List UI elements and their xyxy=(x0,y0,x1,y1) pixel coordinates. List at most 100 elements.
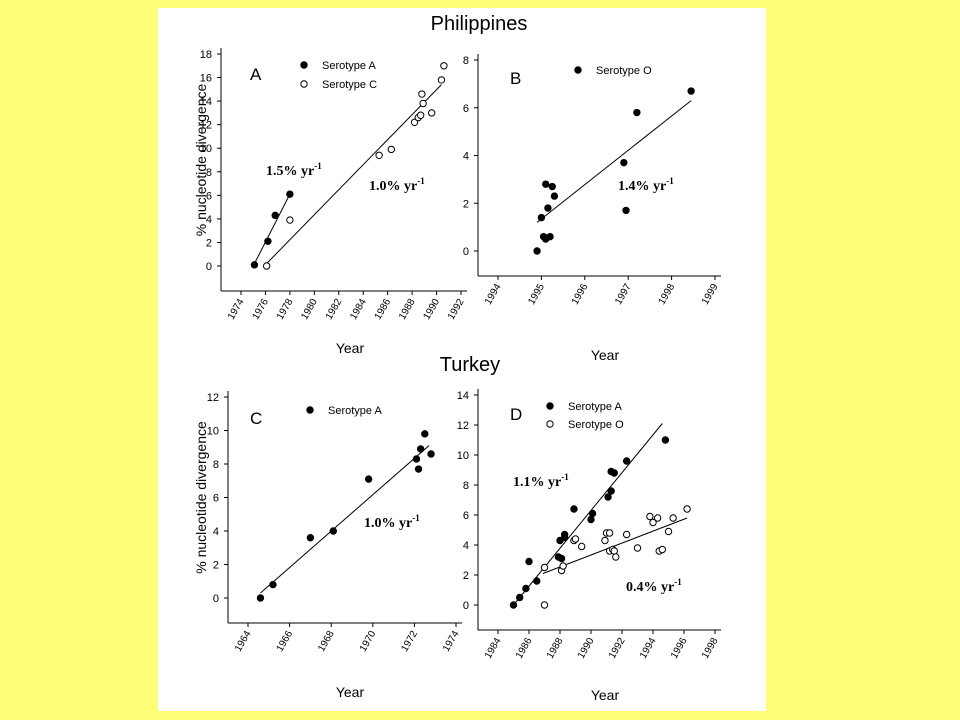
data-point-open xyxy=(540,601,549,609)
data-point-filled xyxy=(416,445,425,453)
data-point-filled xyxy=(542,235,550,243)
x-tick-label: 1966 xyxy=(275,629,296,654)
data-point-filled xyxy=(557,554,566,563)
x-tick-label: 1986 xyxy=(514,636,535,661)
data-point-open xyxy=(612,553,620,561)
data-point-open xyxy=(440,62,448,70)
x-tick-label: 1998 xyxy=(700,636,721,661)
data-point-filled xyxy=(622,457,631,465)
data-point-filled xyxy=(264,237,272,245)
x-tick-label: 1995 xyxy=(526,282,547,307)
x-tick-label: 1972 xyxy=(399,629,420,654)
y-tick-label: 4 xyxy=(463,540,469,552)
rate-label: 1.5% yr-1 xyxy=(266,161,322,179)
y-tick-label: 0 xyxy=(213,593,219,605)
y-tick-label: 4 xyxy=(213,526,219,538)
chart-c: 0 2 4 6 8 10 12 1964 1966 1968 1970 1972 1974 Year % n… xyxy=(193,391,462,700)
x-axis-title: Year xyxy=(336,340,365,356)
x-tick-label: 1968 xyxy=(316,629,337,654)
rate-label-exponent: -1 xyxy=(674,577,682,587)
legend-marker xyxy=(300,61,308,69)
x-tick-label: 1970 xyxy=(358,629,379,654)
data-point-open xyxy=(416,111,425,119)
data-point-open xyxy=(262,262,271,270)
y-tick-label: 8 xyxy=(213,459,219,471)
data-point-filled xyxy=(533,247,541,255)
y-axis-title: % nucleotide divergence xyxy=(193,421,209,574)
y-tick-label: 2 xyxy=(463,570,469,582)
x-tick-label: 1992 xyxy=(446,297,467,322)
y-tick-label: 8 xyxy=(206,167,212,179)
y-tick-label: 0 xyxy=(463,246,469,258)
chart-d: 0 2 4 6 8 10 12 14 1984 1986 1988 1990 1992 1994 1996 1… xyxy=(457,389,721,703)
y-tick-label: 12 xyxy=(200,120,212,132)
data-point-open xyxy=(571,535,580,543)
x-axis-title: Year xyxy=(591,687,620,703)
data-point-open xyxy=(559,562,567,570)
x-tick-label: 1974 xyxy=(441,629,462,654)
y-tick-label: 8 xyxy=(463,55,469,67)
rate-label-exponent: -1 xyxy=(412,513,420,523)
data-point-filled xyxy=(306,534,315,542)
data-point-open xyxy=(387,145,396,154)
x-tick-label: 1996 xyxy=(570,282,591,307)
x-axis-title: Year xyxy=(336,684,365,700)
x-tick-label: 1978 xyxy=(275,297,296,322)
x-tick-label: 1994 xyxy=(638,636,659,661)
x-tick-label: 1986 xyxy=(373,297,394,322)
legend-label: Serotype A xyxy=(568,401,622,413)
data-point-filled xyxy=(286,190,294,198)
trend-line xyxy=(260,445,430,594)
data-point-filled xyxy=(610,469,618,477)
data-point-filled xyxy=(269,580,277,589)
rate-label: 1.0% yr-1 xyxy=(364,513,420,531)
rate-label: 1.4% yr-1 xyxy=(618,176,674,194)
data-point-filled xyxy=(687,87,695,95)
legend-label: Serotype C xyxy=(322,79,377,91)
rate-label-exponent: -1 xyxy=(561,472,569,482)
rate-label-exponent: -1 xyxy=(417,176,425,186)
data-point-filled xyxy=(604,493,612,501)
data-point-filled xyxy=(537,213,546,222)
rate-label-exponent: -1 xyxy=(314,161,322,171)
y-tick-label: 12 xyxy=(457,420,469,432)
y-tick-label: 4 xyxy=(463,151,469,163)
data-point-filled xyxy=(329,527,337,535)
rate-label: 1.0% yr-1 xyxy=(369,176,425,194)
y-tick-label: 8 xyxy=(463,480,469,492)
y-tick-label: 6 xyxy=(213,493,219,505)
x-tick-label: 1998 xyxy=(657,282,678,307)
y-tick-label: 10 xyxy=(207,426,219,438)
data-point-open xyxy=(427,109,436,117)
y-tick-label: 6 xyxy=(206,190,212,202)
data-point-open xyxy=(410,118,419,127)
y-tick-label: 16 xyxy=(200,73,212,85)
panel-letter: A xyxy=(250,65,262,84)
y-tick-label: 18 xyxy=(200,49,212,61)
rate-label-exponent: -1 xyxy=(666,176,674,186)
data-point-filled xyxy=(516,593,524,602)
data-point-filled xyxy=(509,601,518,609)
x-tick-label: 1988 xyxy=(545,636,566,661)
data-point-open xyxy=(658,545,666,554)
y-tick-label: 0 xyxy=(206,261,212,273)
legend-marker xyxy=(306,406,314,414)
data-point-filled xyxy=(570,505,578,513)
data-point-open xyxy=(683,505,691,513)
data-point-open xyxy=(605,529,614,537)
data-point-open xyxy=(578,542,586,551)
data-point-filled xyxy=(607,487,615,495)
data-point-open xyxy=(653,514,662,522)
y-tick-label: 10 xyxy=(457,450,469,462)
legend-marker xyxy=(546,402,554,410)
x-tick-label: 1984 xyxy=(483,636,504,661)
data-point-filled xyxy=(364,475,373,483)
data-point-filled xyxy=(412,455,421,463)
data-point-open xyxy=(286,216,294,224)
x-tick-label: 1980 xyxy=(299,297,320,322)
data-point-filled xyxy=(421,430,429,438)
data-point-filled xyxy=(550,192,559,200)
x-tick-label: 1984 xyxy=(348,297,369,322)
legend-marker xyxy=(574,66,582,74)
